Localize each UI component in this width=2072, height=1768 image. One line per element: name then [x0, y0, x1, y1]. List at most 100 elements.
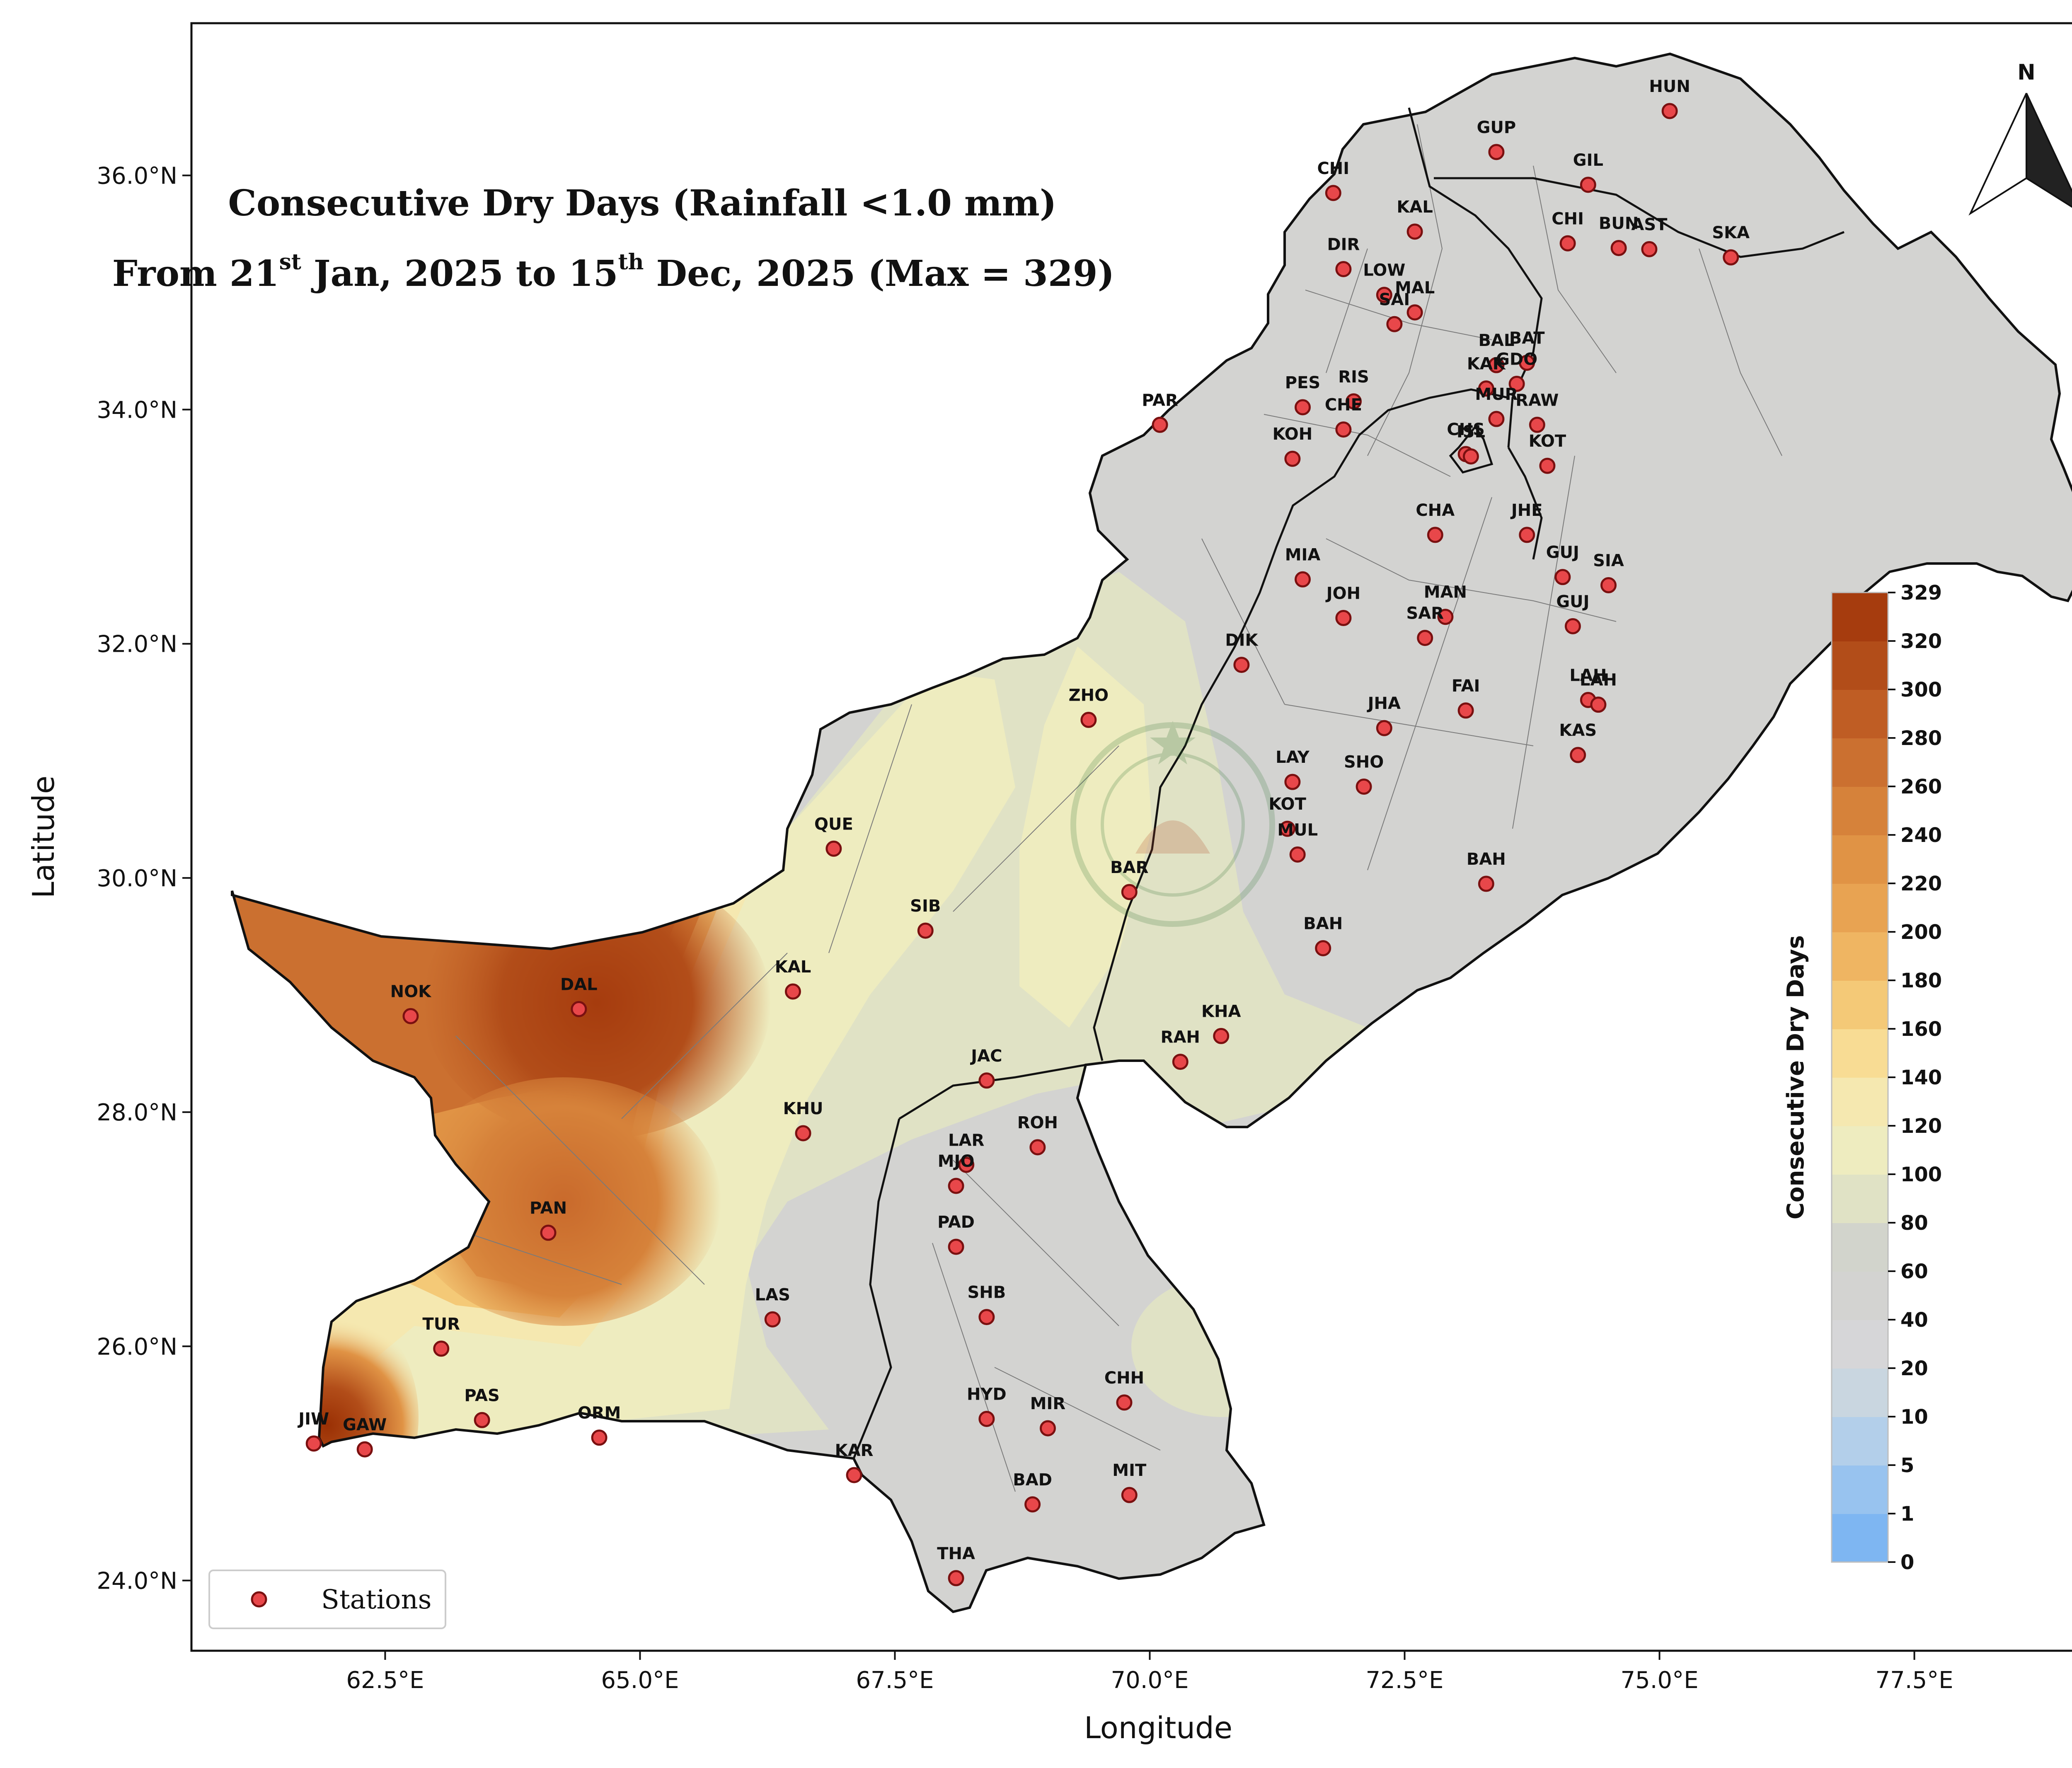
station-label: HUN [1649, 77, 1690, 96]
station-ast[interactable]: AST [1631, 215, 1668, 257]
station-ris[interactable]: RIS [1338, 368, 1369, 410]
station-marker-icon [1661, 103, 1678, 119]
station-mul[interactable]: MUL [1277, 820, 1318, 863]
station-sia[interactable]: SIA [1593, 551, 1624, 593]
y-tick-label: 26.0°N [97, 1333, 177, 1360]
station-rah[interactable]: RAH [1161, 1028, 1200, 1070]
station-ska[interactable]: SKA [1712, 223, 1750, 266]
station-fai[interactable]: FAI [1452, 677, 1480, 719]
station-kal[interactable]: KAL [775, 958, 811, 1000]
station-gup[interactable]: GUP [1477, 118, 1516, 160]
station-mit[interactable]: MIT [1112, 1461, 1147, 1503]
station-gaw[interactable]: GAW [343, 1415, 387, 1458]
station-tur[interactable]: TUR [422, 1315, 460, 1357]
station-chi[interactable]: CHI [1317, 159, 1349, 201]
station-low[interactable]: LOW [1363, 261, 1405, 303]
station-chi[interactable]: CHI [1552, 209, 1584, 252]
station-kal[interactable]: KAL [1397, 198, 1433, 240]
station-dik[interactable]: DIK [1225, 631, 1259, 673]
station-sho[interactable]: SHO [1344, 752, 1384, 795]
station-raw[interactable]: RAW [1515, 391, 1559, 433]
station-chh[interactable]: CHH [1104, 1369, 1144, 1411]
station-khu[interactable]: KHU [783, 1099, 823, 1142]
station-marker-icon [978, 1072, 995, 1089]
station-bun[interactable]: BUN [1599, 214, 1639, 256]
station-dir[interactable]: DIR [1327, 235, 1360, 277]
station-guj[interactable]: GUJ [1556, 592, 1590, 634]
stations-legend[interactable]: Stations [208, 1570, 446, 1629]
station-label: LAY [1276, 748, 1310, 767]
station-bah[interactable]: BAH [1467, 850, 1506, 892]
colorbar: 0 1 5 10 20 40 60 80 100 120 140 160 180 200 220 240 260… [1782, 581, 1942, 1574]
station-label: SIA [1593, 551, 1624, 570]
station-man[interactable]: MAN [1424, 583, 1467, 625]
station-roh[interactable]: ROH [1017, 1113, 1058, 1156]
y-tick-label: 36.0°N [97, 162, 177, 189]
station-orm[interactable]: ORM [578, 1404, 621, 1446]
station-label: BUN [1599, 214, 1639, 233]
station-label: KAL [1397, 198, 1433, 217]
station-cha[interactable]: CHA [1416, 501, 1455, 543]
station-sib[interactable]: SIB [910, 897, 941, 939]
station-mur[interactable]: MUR [1475, 385, 1518, 427]
station-label: DIR [1327, 235, 1360, 254]
station-lay[interactable]: LAY [1276, 748, 1310, 790]
colorbar-tick-label: 180 [1900, 969, 1942, 992]
station-jiw[interactable]: JIW [297, 1410, 329, 1452]
station-jha[interactable]: JHA [1367, 694, 1401, 736]
station-sai[interactable]: SAI [1379, 290, 1410, 332]
station-bah[interactable]: BAH [1303, 914, 1343, 956]
station-pes[interactable]: PES [1285, 373, 1320, 416]
station-kha[interactable]: KHA [1201, 1002, 1241, 1044]
station-label: PES [1285, 373, 1320, 392]
station-kot[interactable]: KOT [1268, 795, 1307, 837]
station-nok[interactable]: NOK [390, 982, 432, 1024]
station-hun[interactable]: HUN [1649, 77, 1690, 119]
station-joh[interactable]: JOH [1325, 584, 1360, 626]
station-zho[interactable]: ZHO [1069, 686, 1109, 728]
station-che[interactable]: CHE [1325, 396, 1362, 438]
station-marker-icon [1457, 702, 1474, 719]
station-tha[interactable]: THA [937, 1544, 975, 1587]
station-gil[interactable]: GIL [1573, 151, 1603, 193]
station-shb[interactable]: SHB [967, 1283, 1006, 1325]
station-kot[interactable]: KOT [1529, 432, 1566, 474]
station-pan[interactable]: PAN [530, 1199, 567, 1241]
colorbar-swatch [1832, 1174, 1888, 1223]
station-kar[interactable]: KAR [835, 1441, 874, 1483]
station-mjo[interactable]: MJO [938, 1152, 975, 1194]
station-bad[interactable]: BAD [1013, 1471, 1052, 1513]
station-sar[interactable]: SAR [1406, 604, 1444, 646]
station-hyd[interactable]: HYD [967, 1385, 1007, 1427]
station-bal[interactable]: BAL [1478, 331, 1514, 373]
station-guj[interactable]: GUJ [1546, 543, 1579, 585]
station-mia[interactable]: MIA [1285, 545, 1321, 588]
station-marker-icon [1559, 235, 1576, 252]
station-pad[interactable]: PAD [937, 1213, 975, 1255]
station-jac[interactable]: JAC [970, 1047, 1002, 1089]
station-label: MJO [938, 1152, 975, 1171]
station-pas[interactable]: PAS [464, 1386, 500, 1428]
station-marker-icon [1152, 416, 1168, 433]
station-kak[interactable]: KAK [1467, 355, 1506, 397]
station-mir[interactable]: MIR [1030, 1394, 1066, 1437]
station-las[interactable]: LAS [755, 1285, 790, 1328]
station-que[interactable]: QUE [814, 815, 853, 857]
station-mal[interactable]: MAL [1395, 278, 1435, 321]
station-koh[interactable]: KOH [1273, 425, 1313, 467]
x-axis-ticks: 62.5°E 65.0°E 67.5°E 70.0°E 72.5°E 75.0°E 77.5… [346, 1651, 1953, 1694]
station-marker-icon [978, 1410, 995, 1427]
station-lah[interactable]: LAH [1580, 671, 1617, 713]
station-par[interactable]: PAR [1142, 391, 1178, 433]
station-bar[interactable]: BAR [1110, 858, 1148, 900]
station-kas[interactable]: KAS [1559, 721, 1597, 763]
y-axis-ticks: 24.0°N 26.0°N 28.0°N 30.0°N 32.0°N 34.0°N 36.0… [97, 162, 191, 1594]
station-lar[interactable]: LAR [948, 1131, 984, 1173]
station-label: RAW [1515, 391, 1559, 410]
station-dal[interactable]: DAL [560, 975, 598, 1017]
station-gdo[interactable]: GDO [1496, 350, 1537, 392]
station-label: BAT [1509, 329, 1545, 348]
station-jhe[interactable]: JHE [1510, 501, 1543, 543]
station-isl[interactable]: ISL [1457, 423, 1485, 465]
station-bat[interactable]: BAT [1509, 329, 1545, 371]
